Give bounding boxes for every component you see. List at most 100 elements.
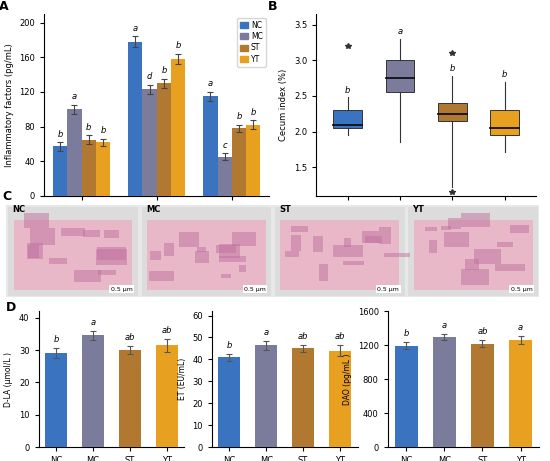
Bar (157, 83, 171, 196)
Bar (414, 220, 532, 290)
Bar (164, 243, 174, 256)
Bar (395, 346, 417, 447)
Bar (103, 230, 119, 238)
Bar (232, 232, 256, 247)
Bar (8, 207, 138, 296)
Text: 0.5 μm: 0.5 μm (511, 287, 532, 292)
Bar (461, 213, 490, 227)
Bar (292, 235, 301, 251)
Bar (97, 247, 125, 260)
Bar (448, 219, 461, 229)
Bar (219, 256, 246, 262)
Text: b: b (251, 108, 256, 117)
Y-axis label: Inflammatory factors (pg/mL): Inflammatory factors (pg/mL) (4, 43, 14, 167)
Bar (292, 349, 314, 447)
Text: ab: ab (161, 325, 172, 335)
Bar (425, 227, 437, 231)
Bar (96, 142, 110, 196)
Bar (221, 274, 232, 278)
Text: c: c (222, 141, 227, 150)
Bar (429, 240, 437, 253)
Text: ST: ST (279, 205, 291, 214)
Bar (491, 110, 519, 135)
Text: 0.5 μm: 0.5 μm (377, 287, 399, 292)
Bar (28, 243, 42, 259)
Bar (24, 213, 50, 228)
Bar (150, 271, 174, 281)
Bar (141, 207, 271, 296)
Text: a: a (398, 27, 403, 36)
Text: MC: MC (146, 205, 160, 214)
Bar (14, 220, 133, 290)
Bar (82, 336, 104, 447)
Text: A: A (0, 0, 8, 13)
Bar (329, 351, 351, 447)
Bar (81, 140, 96, 196)
Text: b: b (175, 41, 181, 50)
Text: b: b (502, 70, 508, 79)
Bar (147, 220, 266, 290)
Bar (218, 357, 240, 447)
Text: ab: ab (298, 332, 309, 341)
Text: b: b (403, 329, 409, 338)
Y-axis label: DAO (pg/mL ): DAO (pg/mL ) (343, 354, 352, 405)
Text: b: b (345, 86, 350, 95)
Text: NC: NC (13, 205, 25, 214)
Text: 0.5 μm: 0.5 μm (244, 287, 266, 292)
Bar (362, 231, 379, 243)
Bar (314, 236, 323, 252)
Text: b: b (100, 126, 106, 135)
Text: C: C (3, 190, 12, 203)
Text: D: D (6, 301, 16, 314)
Text: b: b (57, 130, 63, 139)
Bar (28, 245, 39, 258)
Text: a: a (518, 323, 523, 332)
Text: ab: ab (477, 327, 488, 337)
Bar (510, 225, 529, 233)
Text: a: a (263, 328, 269, 337)
Y-axis label: ET (EU/mL): ET (EU/mL) (178, 358, 186, 400)
Bar (441, 226, 451, 230)
Bar (216, 245, 236, 253)
Bar (61, 228, 85, 236)
Text: d: d (147, 72, 152, 82)
Bar (142, 89, 157, 196)
Bar (438, 103, 467, 121)
Text: a: a (208, 79, 213, 89)
Bar (74, 270, 101, 283)
Text: b: b (450, 64, 455, 73)
Bar (378, 227, 391, 244)
Bar (497, 242, 513, 247)
Bar (280, 220, 399, 290)
Text: b: b (236, 112, 242, 121)
Text: b: b (86, 123, 91, 132)
Legend: NC, MC, ST, YT: NC, MC, ST, YT (237, 18, 266, 67)
Bar (30, 228, 56, 245)
Bar (128, 41, 142, 196)
Y-axis label: D-LA (μmol/L ): D-LA (μmol/L ) (4, 352, 13, 407)
Bar (150, 251, 161, 260)
Bar (344, 238, 351, 248)
Bar (384, 253, 410, 257)
Text: B: B (268, 0, 277, 13)
Bar (433, 337, 456, 447)
Bar (471, 344, 494, 447)
Bar (239, 265, 246, 272)
Bar (196, 247, 206, 252)
Bar (179, 232, 199, 247)
Bar (465, 260, 479, 270)
Text: a: a (72, 92, 77, 101)
Bar (232, 128, 246, 196)
Bar (218, 157, 232, 196)
Bar (275, 207, 405, 296)
Bar (156, 345, 178, 447)
Text: a: a (442, 320, 447, 330)
Bar (494, 264, 525, 271)
Text: b: b (161, 66, 167, 76)
Bar (171, 59, 185, 196)
Bar (67, 109, 81, 196)
Bar (255, 345, 277, 447)
Bar (343, 261, 364, 266)
Bar (386, 60, 415, 92)
Text: 0.5 μm: 0.5 μm (111, 287, 133, 292)
